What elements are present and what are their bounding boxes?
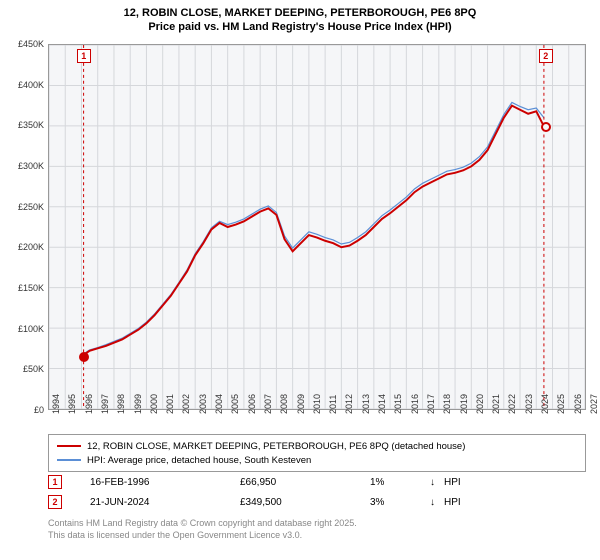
legend-swatch (57, 445, 81, 447)
footer-line2: This data is licensed under the Open Gov… (48, 530, 357, 542)
title-subtitle: Price paid vs. HM Land Registry's House … (10, 20, 590, 34)
x-axis-tick: 2010 (312, 394, 322, 414)
x-axis-tick: 1994 (51, 394, 61, 414)
y-axis-tick: £200K (4, 242, 44, 252)
sale-row: 1 16-FEB-1996£66,9501%↓HPI (48, 472, 586, 492)
x-axis-tick: 2016 (410, 394, 420, 414)
sale-date: 21-JUN-2024 (90, 497, 240, 508)
sales-table: 1 16-FEB-1996£66,9501%↓HPI 2 21-JUN-2024£34… (48, 472, 586, 512)
x-axis-tick: 2007 (263, 394, 273, 414)
x-axis-tick: 1998 (116, 394, 126, 414)
y-axis-tick: £300K (4, 161, 44, 171)
x-axis-tick: 2008 (279, 394, 289, 414)
sale-badge: 2 (539, 49, 553, 63)
sale-price: £66,950 (240, 477, 370, 488)
y-axis-tick: £350K (4, 120, 44, 130)
x-axis-tick: 2006 (247, 394, 257, 414)
x-axis-tick: 2018 (442, 394, 452, 414)
title-address: 12, ROBIN CLOSE, MARKET DEEPING, PETERBO… (10, 6, 590, 20)
x-axis-tick: 1996 (84, 394, 94, 414)
x-axis-tick: 2025 (556, 394, 566, 414)
sale-pct: 3% (370, 497, 430, 508)
x-axis-tick: 2027 (589, 394, 599, 414)
x-axis-tick: 1997 (100, 394, 110, 414)
y-axis-tick: £100K (4, 324, 44, 334)
x-axis-tick: 2001 (165, 394, 175, 414)
legend-row: HPI: Average price, detached house, Sout… (57, 453, 577, 467)
sale-price: £349,500 (240, 497, 370, 508)
sale-badge: 1 (77, 49, 91, 63)
legend-label: HPI: Average price, detached house, Sout… (87, 455, 311, 466)
x-axis-tick: 2022 (507, 394, 517, 414)
legend: 12, ROBIN CLOSE, MARKET DEEPING, PETERBO… (48, 434, 586, 472)
sale-row: 2 21-JUN-2024£349,5003%↓HPI (48, 492, 586, 512)
x-axis-tick: 2014 (377, 394, 387, 414)
x-axis-tick: 2024 (540, 394, 550, 414)
x-axis-tick: 2012 (344, 394, 354, 414)
x-axis-tick: 2017 (426, 394, 436, 414)
footer-attribution: Contains HM Land Registry data © Crown c… (48, 518, 357, 541)
sale-hpi-tag: HPI (444, 477, 474, 488)
y-axis-tick: £0 (4, 405, 44, 415)
x-axis-tick: 2000 (149, 394, 159, 414)
down-arrow-icon: ↓ (430, 497, 444, 508)
sale-row-badge: 2 (48, 495, 62, 509)
x-axis-tick: 2002 (181, 394, 191, 414)
x-axis-tick: 2015 (393, 394, 403, 414)
footer-line1: Contains HM Land Registry data © Crown c… (48, 518, 357, 530)
series-price_paid (84, 106, 544, 355)
chart-svg (49, 45, 585, 409)
legend-row: 12, ROBIN CLOSE, MARKET DEEPING, PETERBO… (57, 439, 577, 453)
x-axis-tick: 1999 (133, 394, 143, 414)
x-axis-tick: 2004 (214, 394, 224, 414)
x-axis-tick: 2020 (475, 394, 485, 414)
y-axis-tick: £400K (4, 80, 44, 90)
chart-container: 12, ROBIN CLOSE, MARKET DEEPING, PETERBO… (0, 0, 600, 560)
sale-marker (541, 122, 551, 132)
y-axis-tick: £250K (4, 202, 44, 212)
y-axis-tick: £50K (4, 364, 44, 374)
sale-hpi-tag: HPI (444, 497, 474, 508)
x-axis-tick: 2023 (524, 394, 534, 414)
x-axis-tick: 2009 (296, 394, 306, 414)
y-axis-tick: £450K (4, 39, 44, 49)
x-axis-tick: 2013 (361, 394, 371, 414)
x-axis-tick: 2026 (573, 394, 583, 414)
y-axis-tick: £150K (4, 283, 44, 293)
legend-label: 12, ROBIN CLOSE, MARKET DEEPING, PETERBO… (87, 441, 465, 452)
sale-pct: 1% (370, 477, 430, 488)
legend-swatch (57, 459, 81, 460)
down-arrow-icon: ↓ (430, 477, 444, 488)
x-axis-tick: 2019 (459, 394, 469, 414)
x-axis-tick: 1995 (67, 394, 77, 414)
sale-row-badge: 1 (48, 475, 62, 489)
title-block: 12, ROBIN CLOSE, MARKET DEEPING, PETERBO… (0, 0, 600, 37)
sale-marker (79, 352, 89, 362)
x-axis-tick: 2021 (491, 394, 501, 414)
x-axis-tick: 2003 (198, 394, 208, 414)
x-axis-tick: 2005 (230, 394, 240, 414)
plot-area: 12 (48, 44, 586, 410)
sale-date: 16-FEB-1996 (90, 477, 240, 488)
x-axis-tick: 2011 (328, 395, 338, 414)
